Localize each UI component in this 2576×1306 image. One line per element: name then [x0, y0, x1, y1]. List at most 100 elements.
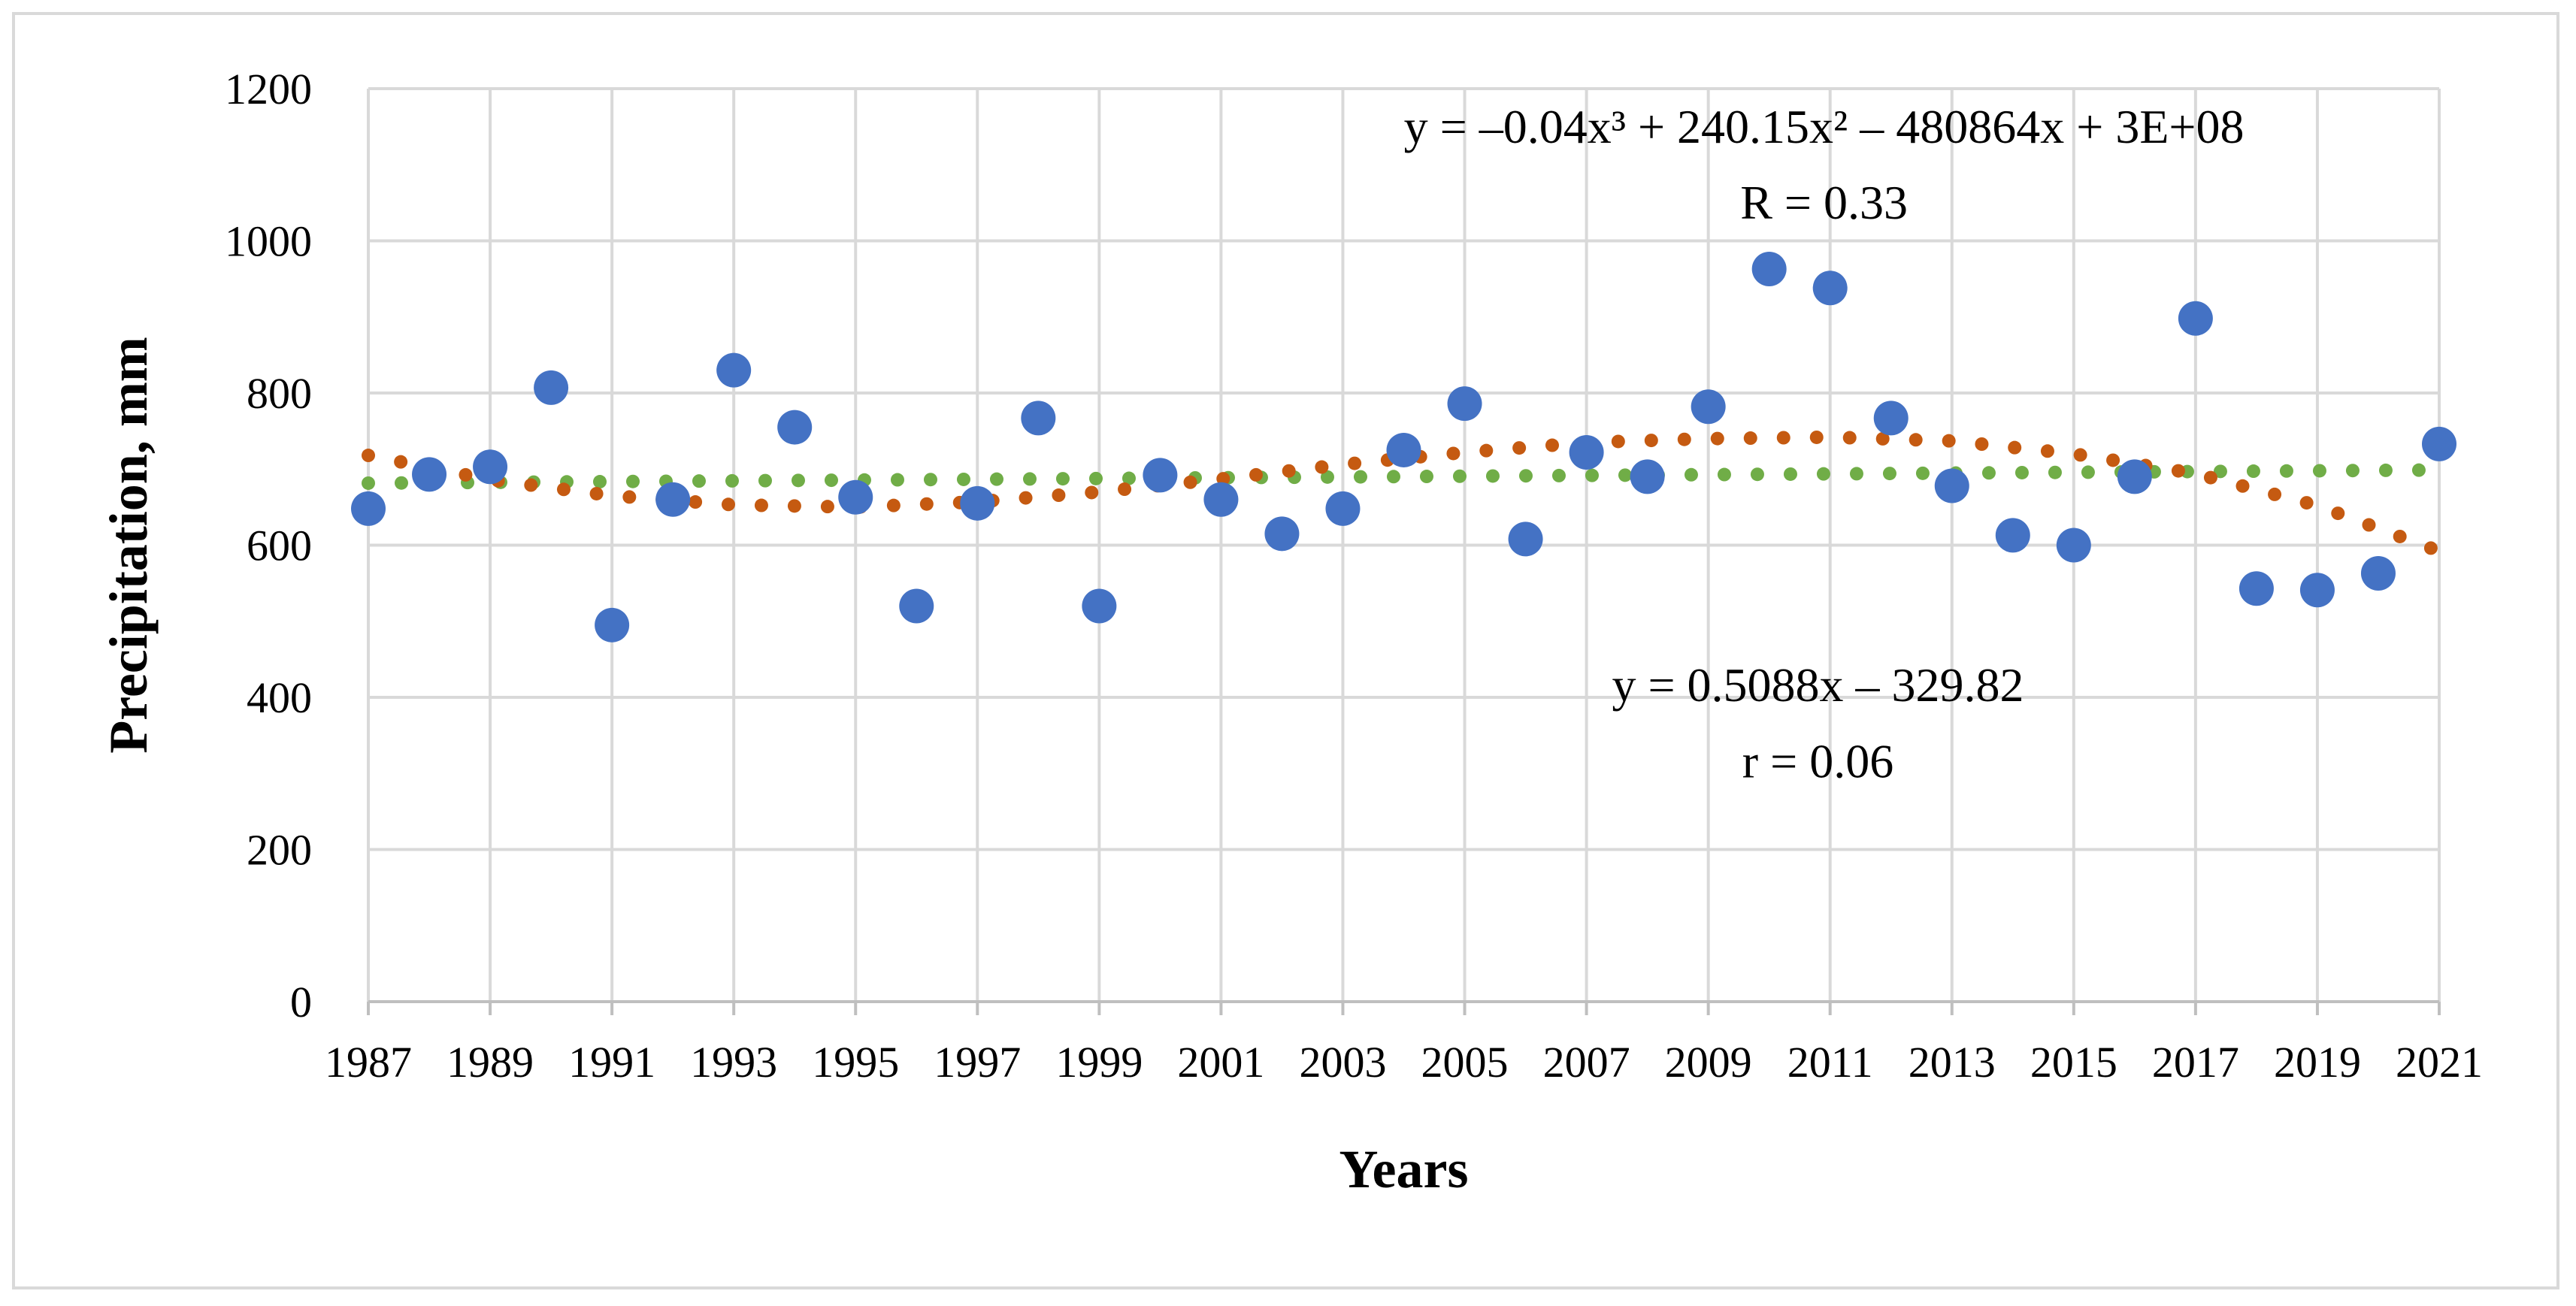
polynomial-trend-dot	[622, 490, 637, 504]
linear-trend-dot	[1452, 469, 1467, 483]
polynomial-trend-dot	[1348, 456, 1362, 470]
data-point	[655, 482, 691, 517]
linear-trend-dot	[2378, 463, 2393, 477]
x-tick-label: 2013	[1909, 1038, 1996, 1087]
annotations: y = –0.04x³ + 240.15x² – 480864x + 3E+08…	[1404, 100, 2245, 788]
x-tick-label: 2015	[2030, 1038, 2117, 1087]
polynomial-trend-dot	[1512, 441, 1527, 455]
linear-trend-dot	[923, 473, 937, 487]
linear-trend-dot	[1353, 470, 1367, 484]
data-point	[1630, 459, 1665, 494]
linear-trend-dot	[1882, 467, 1896, 481]
data-point	[1203, 482, 1239, 517]
data-point	[838, 479, 873, 515]
x-tick-labels: 1987 1989 1991 1993 1995 1997 1999 2001 2003 2005…	[325, 1038, 2483, 1087]
polynomial-trend-dot	[1611, 434, 1625, 449]
x-tick-label: 1989	[446, 1038, 534, 1087]
data-point	[1995, 518, 2030, 553]
polynomial-trend-dot	[2008, 440, 2022, 455]
data-point	[2056, 528, 2091, 563]
linear-trend-dot	[1022, 472, 1037, 486]
data-point	[1143, 458, 1178, 493]
y-tick-label: 1000	[225, 217, 312, 266]
data-point	[534, 370, 569, 405]
linear-trend-dot	[1088, 471, 1103, 485]
polynomial-trend-dot	[919, 497, 934, 511]
polynomial-trend-dot	[556, 482, 571, 497]
linear-trend-dot	[1849, 467, 1863, 481]
linear-trend-dot	[1585, 468, 1599, 482]
linear-trend-dot	[956, 472, 970, 486]
linear-trend-dot	[1915, 466, 1930, 480]
linear-trend-dot	[2014, 465, 2029, 479]
x-tick-label: 1997	[934, 1038, 1021, 1087]
linear-trend-dot	[692, 474, 706, 488]
polynomial-trend-dot	[2331, 506, 2345, 521]
linear-trend-dot	[1551, 468, 1566, 482]
axes	[367, 1000, 2441, 1015]
x-tick-label: 2019	[2274, 1038, 2361, 1087]
data-point	[1812, 271, 1848, 306]
linear-trend-dot	[989, 472, 1003, 486]
x-tick-label: 2017	[2152, 1038, 2239, 1087]
data-point	[1934, 468, 1969, 503]
linear-trend-dot	[1320, 470, 1334, 484]
polynomial-trend-dot	[362, 449, 375, 463]
linear-trend-dot	[2081, 465, 2095, 479]
polynomial-trend-dot	[1118, 482, 1132, 497]
x-tick-label: 2007	[1543, 1038, 1630, 1087]
polynomial-trend-dot	[1842, 431, 1857, 445]
annotation-lin_r: r = 0.06	[1742, 734, 1893, 788]
data-point	[2117, 459, 2152, 494]
x-tick-label: 1999	[1055, 1038, 1143, 1087]
linear-trend-dot	[1055, 472, 1070, 486]
x-axis-title: Years	[1339, 1139, 1469, 1199]
linear-trend-dot	[592, 475, 607, 489]
polynomial-trend-dot	[1085, 485, 1099, 500]
linear-trend-dot	[2279, 464, 2293, 478]
polynomial-trend-dot	[2040, 444, 2054, 458]
linear-trend-dot	[1518, 469, 1533, 483]
y-tick-label: 200	[247, 826, 312, 875]
polynomial-trend-dot	[394, 455, 408, 469]
data-point	[2299, 573, 2335, 608]
linear-trend-dot	[1717, 467, 1731, 482]
polynomial-trend-dot	[1446, 446, 1461, 461]
polynomial-trend-dot	[886, 498, 901, 512]
data-point	[899, 588, 934, 624]
y-tick-label: 400	[247, 673, 312, 722]
polynomial-trend-dot	[1479, 443, 1494, 458]
polynomial-trend-dot	[1710, 431, 1724, 446]
gridlines	[367, 87, 2441, 1002]
polynomial-trend-dot	[2362, 518, 2376, 532]
y-axis-title: Precipitation, mm	[98, 337, 159, 754]
chart-frame	[12, 12, 2559, 1289]
polynomial-trend-dot	[2299, 496, 2314, 510]
linear-trend-dot	[1618, 468, 1632, 482]
data-point	[1325, 491, 1361, 526]
linear-trend-dot	[2345, 464, 2360, 478]
data-point	[412, 457, 447, 492]
polynomial-trend-dot	[1809, 430, 1824, 444]
polynomial-trend-dot	[524, 478, 538, 492]
x-tick-label: 1987	[325, 1038, 412, 1087]
x-tick-label: 1993	[690, 1038, 777, 1087]
x-tick-label: 1995	[812, 1038, 899, 1087]
data-point	[1082, 588, 1117, 624]
y-tick-label: 600	[247, 521, 312, 570]
linear-trend-dot	[1122, 471, 1136, 485]
data-point	[2422, 426, 2456, 461]
data-point	[1386, 432, 1421, 467]
x-tick-label: 1991	[568, 1038, 655, 1087]
x-tick-label: 2021	[2396, 1038, 2483, 1087]
polynomial-trend-dot	[2073, 448, 2087, 462]
polynomial-trend-dot	[820, 500, 834, 514]
polynomial-trend-dot	[1776, 431, 1790, 445]
polynomial-trend-dot	[1743, 431, 1757, 446]
data-point	[1751, 251, 1787, 286]
linear-trend-dot	[1419, 470, 1433, 484]
polynomial-trend-dot	[1677, 432, 1691, 446]
annotation-poly_r: R = 0.33	[1740, 176, 1908, 229]
polynomial-trend-dot	[1875, 431, 1890, 446]
